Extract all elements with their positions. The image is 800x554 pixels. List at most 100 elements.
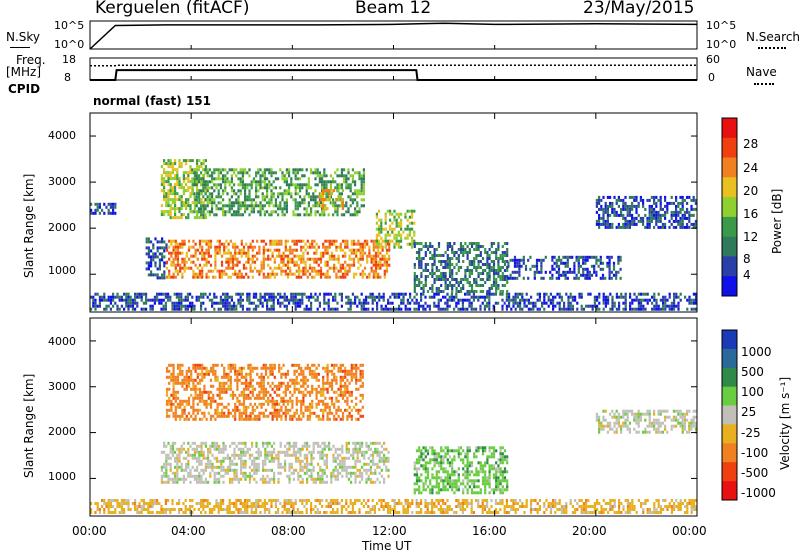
power-region-0	[90, 202, 117, 215]
velocity-region-3	[413, 446, 509, 495]
power-region-2	[145, 237, 168, 280]
velocity-cbar-swatch	[722, 424, 737, 444]
power-region-10	[595, 195, 697, 229]
velocity-region-1	[160, 441, 390, 484]
power-cbar-tick-20: 20	[743, 184, 759, 198]
xtick-5: 20:00	[572, 524, 607, 538]
velocity-colorbar	[721, 329, 738, 501]
power-ytick-3000: 3000	[48, 175, 76, 188]
beam-title: Beam 12	[355, 0, 432, 18]
xtick-2: 08:00	[271, 524, 306, 538]
power-ylabel: Slant Range [km]	[22, 173, 36, 278]
nave-tick-bottom: 0	[708, 71, 715, 84]
velocity-cbar-swatch	[722, 462, 737, 482]
nsky-line-legend	[10, 47, 30, 48]
power-ytick-2000: 2000	[48, 221, 76, 234]
power-cbar-swatch	[722, 236, 737, 257]
vel-cbar-tick-m500: -500	[741, 466, 769, 480]
power-cbar-tick-4: 4	[743, 268, 751, 282]
cpid-label: CPID	[8, 82, 41, 96]
velocity-cbar-swatch	[722, 367, 737, 387]
xtick-1: 04:00	[171, 524, 206, 538]
velocity-region-0	[90, 499, 698, 514]
nsky-series-line	[89, 22, 698, 50]
velocity-region-4	[595, 409, 697, 434]
station-title: Kerguelen (fitACF)	[95, 0, 250, 18]
xtick-6: 00:00	[672, 524, 707, 538]
power-cbar-tick-24: 24	[743, 161, 759, 175]
power-cbar-swatch	[722, 216, 737, 237]
vel-ytick-2000: 2000	[48, 425, 76, 438]
power-cbar-swatch	[722, 177, 737, 198]
xtick-3: 12:00	[372, 524, 407, 538]
power-cbar-swatch	[722, 137, 737, 158]
velocity-cbar-label: Velocity [m s⁻¹]	[778, 376, 792, 470]
power-cbar-swatch	[722, 197, 737, 218]
power-region-1	[90, 292, 698, 311]
xtick-0: 00:00	[72, 524, 107, 538]
nsearch-tick-top: 10^5	[706, 19, 737, 32]
power-region-9	[507, 255, 622, 280]
nsearch-tick-bottom: 10^0	[706, 38, 737, 51]
freq-tick-top: 18	[62, 53, 76, 66]
power-region-5	[191, 168, 365, 217]
power-cbar-label: Power [dB]	[770, 188, 784, 254]
freq-series-line	[90, 69, 697, 81]
nsky-label: N.Sky	[6, 30, 41, 44]
velocity-region-2	[165, 363, 364, 421]
velocity-cbar-swatch	[722, 405, 737, 425]
power-cbar-swatch	[722, 276, 737, 297]
power-colorbar	[721, 117, 738, 297]
power-cbar-tick-8: 8	[743, 252, 751, 266]
power-region-7	[375, 209, 416, 249]
velocity-cbar-swatch	[722, 330, 737, 350]
date-title: 23/May/2015	[583, 0, 695, 18]
vel-ytick-4000: 4000	[48, 335, 76, 348]
nsearch-line-legend	[758, 47, 786, 49]
power-region-6	[317, 189, 344, 210]
nsearch-label: N.Search	[746, 30, 800, 44]
freq-label: Freq.	[16, 53, 46, 67]
power-cbar-swatch	[722, 118, 737, 139]
vel-ytick-1000: 1000	[48, 470, 76, 483]
power-region-8	[413, 242, 509, 293]
power-cbar-tick-28: 28	[743, 137, 759, 151]
power-region-3	[165, 239, 391, 279]
freq-unit: [MHz]	[6, 65, 42, 79]
xtick-4: 16:00	[472, 524, 507, 538]
nave-label: Nave	[746, 65, 777, 79]
power-ytick-1000: 1000	[48, 264, 76, 277]
velocity-panel	[89, 317, 698, 517]
vel-cbar-tick-100: 100	[741, 385, 764, 399]
power-cbar-swatch	[722, 157, 737, 178]
nave-tick-top: 60	[706, 53, 720, 66]
power-cbar-swatch	[722, 256, 737, 277]
vel-cbar-tick-m1000: -1000	[741, 486, 776, 500]
velocity-cbar-swatch	[722, 443, 737, 463]
vel-cbar-tick-500: 500	[741, 365, 764, 379]
power-cbar-tick-16: 16	[743, 207, 759, 221]
vel-ytick-3000: 3000	[48, 380, 76, 393]
vel-cbar-tick-1000: 1000	[741, 345, 772, 359]
vel-cbar-tick-m100: -100	[741, 446, 769, 460]
vel-cbar-tick-25: 25	[741, 405, 757, 419]
vel-cbar-tick-m25: -25	[741, 426, 761, 440]
velocity-cbar-frame	[721, 329, 738, 501]
velocity-ylabel: Slant Range [km]	[22, 373, 36, 478]
nsky-panel	[89, 20, 698, 50]
nsky-tick-top: 10^5	[54, 19, 85, 32]
power-ytick-4000: 4000	[48, 129, 76, 142]
power-panel	[89, 112, 698, 313]
freq-tick-bottom: 8	[64, 71, 71, 84]
velocity-cbar-swatch	[722, 348, 737, 369]
velocity-cbar-swatch	[722, 481, 737, 501]
power-cbar-frame	[721, 117, 738, 297]
xlabel: Time UT	[362, 539, 412, 553]
velocity-cbar-swatch	[722, 386, 737, 406]
power-cbar-tick-12: 12	[743, 230, 759, 244]
nave-line-legend	[754, 83, 774, 85]
freq-panel	[89, 57, 698, 81]
nsky-tick-bottom: 10^0	[54, 38, 85, 51]
cpid-value: normal (fast) 151	[93, 94, 211, 108]
